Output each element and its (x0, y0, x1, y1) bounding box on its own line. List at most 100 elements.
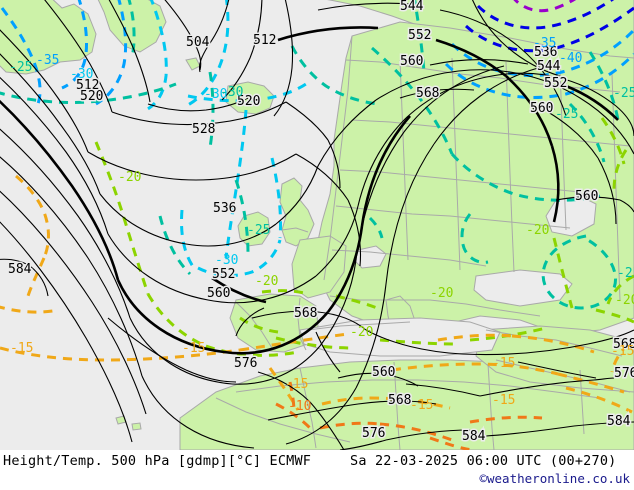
height-label-520: 520 (236, 93, 262, 111)
height-label-512: 512 (75, 77, 101, 95)
contour-544b (107, 233, 317, 304)
svg-text:-20: -20 (255, 274, 278, 289)
contour-576a (107, 317, 187, 371)
temp-label--30: -30 (70, 67, 93, 82)
height-label-560: 560 (574, 188, 600, 206)
isotherm--15-g (321, 396, 371, 406)
isotherm--25-h (588, 51, 620, 121)
temp-label--20: -20 (526, 223, 549, 238)
contour-552-topc (505, 75, 554, 147)
isotherm--25-k (234, 179, 250, 255)
height-label-584: 584 (461, 428, 488, 446)
contour-544d (357, 117, 407, 207)
isotherm--10-e (288, 381, 296, 413)
height-label-560: 560 (529, 100, 555, 118)
isotherm--30-b (185, 0, 230, 108)
contour-560h (547, 111, 599, 159)
height-label-544: 544 (536, 58, 563, 76)
height-label-576: 576 (613, 365, 634, 383)
contour-536-hi (471, 0, 561, 77)
landmass-ireland (237, 211, 271, 247)
temp-label--35: -35 (533, 36, 556, 51)
temp-label--20: -20 (350, 325, 373, 340)
svg-text:-15: -15 (492, 356, 515, 371)
svg-text:552: 552 (212, 267, 235, 282)
isotherm--10-d (469, 415, 543, 424)
svg-text:-25: -25 (617, 266, 634, 281)
contour-576b (185, 369, 237, 383)
contour-584f (339, 439, 387, 450)
temperature-contour-labels: -35-30-30-30-25-25-35-40-25-30-25-20-20-… (9, 36, 634, 414)
contour-544c (315, 205, 359, 277)
temp-label--30: -30 (215, 253, 238, 268)
contour-536a (0, 53, 101, 195)
svg-text:-30: -30 (220, 85, 243, 100)
height-label-504: 504 (185, 34, 212, 52)
svg-text:512: 512 (253, 33, 276, 48)
svg-text:552: 552 (544, 76, 567, 91)
height-label-528: 528 (191, 121, 217, 139)
svg-text:520: 520 (237, 94, 260, 109)
isotherm--15-l (511, 334, 595, 354)
temp-label--25: -25 (555, 107, 578, 122)
contour-568d (355, 283, 387, 389)
svg-text:-15: -15 (182, 341, 205, 356)
temp-label--20: -20 (118, 170, 141, 185)
temp-label--25: -25 (247, 223, 270, 238)
temp-label--40: -40 (559, 51, 582, 66)
temp-label--20: -20 (615, 293, 634, 308)
isotherm--10-c (379, 422, 453, 442)
contour-528d (347, 199, 361, 267)
contour-568b (141, 375, 255, 449)
isotherm--25-closed (541, 234, 617, 310)
isotherm--15-b (26, 257, 46, 297)
isotherm--30-c (187, 82, 307, 103)
isotherm--35-greenland-b (61, 0, 88, 90)
isotherm--45 (513, 0, 577, 13)
contour-extra-b (0, 221, 133, 443)
isotherm--20-h (379, 338, 459, 346)
svg-text:-15: -15 (285, 377, 308, 392)
contour-544f (505, 72, 634, 137)
svg-text:-20: -20 (118, 170, 141, 185)
contour-520a (44, 0, 113, 113)
svg-text:-35: -35 (533, 36, 556, 51)
contour-552-tope (565, 84, 619, 121)
isotherm--20-f (239, 316, 279, 334)
contour-560a (0, 128, 131, 319)
isotherm--35-greenland-c (95, 0, 128, 106)
sea-black (473, 269, 573, 307)
contour-560i (597, 157, 617, 225)
contour-584d (485, 425, 575, 437)
isotherm--20-e (335, 294, 383, 312)
contour-512a (108, 0, 151, 103)
contour-536d (317, 99, 377, 167)
contour-584a (0, 258, 31, 267)
isotherm--20-c (205, 344, 299, 357)
contour-568e (385, 143, 435, 285)
contour-568j (365, 329, 463, 355)
isotherm--25-j (158, 215, 192, 276)
isotherm--20-d (261, 289, 309, 296)
temp-label--25: -25 (9, 60, 32, 75)
contour-584b (29, 265, 49, 297)
contour-544top3 (517, 45, 567, 117)
contour-552-link (211, 276, 267, 304)
valid-time-label: Sa 22-03-2025 06:00 UTC (00+270) (350, 453, 617, 469)
contour-552-thick-d (360, 115, 411, 227)
map-canvas[interactable]: 504 512 512 520 520 528 536 536 544 544 552 552 552 5… (0, 0, 634, 450)
isotherm--15-m (610, 342, 630, 373)
borders-layer (215, 35, 631, 450)
isotherm--25-f (450, 153, 601, 202)
svg-text:568: 568 (416, 86, 439, 101)
contour-568i (317, 311, 367, 331)
svg-text:560: 560 (530, 101, 553, 116)
svg-text:-20: -20 (430, 286, 453, 301)
contour-552-thick-b (116, 279, 329, 355)
contour-560b (129, 317, 233, 385)
contour-extra-a (0, 190, 147, 415)
contour-576e (405, 383, 481, 397)
contour-544top (317, 2, 413, 11)
